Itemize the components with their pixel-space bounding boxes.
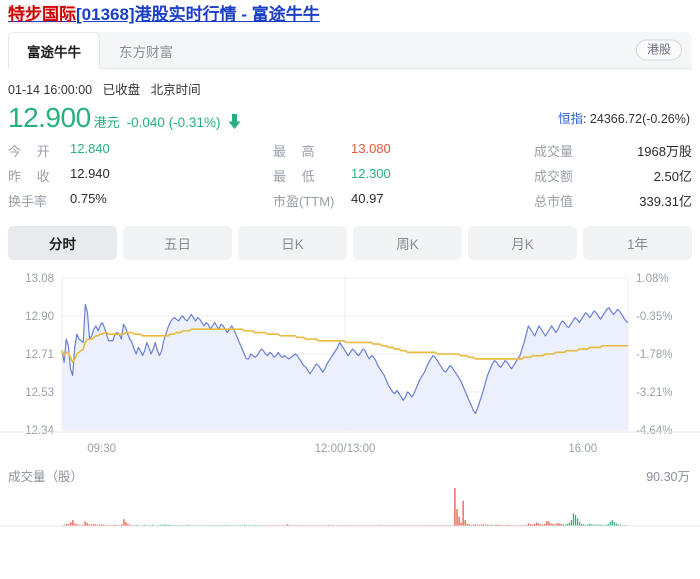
svg-text:1.08%: 1.08% [636, 273, 669, 285]
tab-eastmoney-label: 东方财富 [119, 44, 173, 60]
period-weekly[interactable]: 周K [353, 226, 462, 260]
price-block: 12.900 港元 -0.040 (-0.31%) 恒指: 24366.72(-0.… [8, 101, 700, 135]
period-intraday-label: 分时 [49, 237, 76, 252]
tab-futu-label: 富途牛牛 [27, 44, 81, 60]
period-monthly[interactable]: 月K [468, 226, 577, 260]
svg-text:12.71: 12.71 [25, 349, 54, 361]
source-tabbar: 富途牛牛 东方财富 港股 [8, 32, 692, 69]
svg-text:12.34: 12.34 [25, 425, 54, 437]
market-badge: 港股 [635, 39, 682, 61]
stat-value-prevclose: 12.940 [70, 166, 110, 181]
svg-text:-4.64%: -4.64% [636, 425, 672, 437]
period-5day-label: 五日 [164, 237, 191, 252]
stat-label-turnrate: 换手率 [8, 194, 48, 209]
period-buttons: 分时 五日 日K 周K 月K 1年 [8, 226, 692, 260]
svg-text:16:00: 16:00 [568, 443, 597, 455]
svg-text:-3.21%: -3.21% [636, 387, 672, 399]
svg-text:12.53: 12.53 [25, 387, 54, 399]
quote-stats-grid: 今 开 12.840 最 高 13.080 成交量 1968万股 昨 收 12.… [8, 141, 692, 210]
svg-text:12.90: 12.90 [25, 311, 54, 323]
volume-header: 成交量（股） 90.30万 [8, 466, 692, 484]
svg-text:13.08: 13.08 [25, 273, 54, 285]
tab-eastmoney[interactable]: 东方财富 [100, 32, 192, 68]
svg-text:-1.78%: -1.78% [636, 349, 672, 361]
stat-value-volume: 1968万股 [637, 144, 692, 159]
last-price: 12.900 [8, 102, 91, 133]
stat-value-pe: 40.97 [351, 191, 384, 206]
stat-value-turnrate: 0.75% [70, 191, 107, 206]
quote-timezone: 北京时间 [150, 83, 201, 97]
period-weekly-label: 周K [396, 237, 419, 252]
price-change: -0.040 (-0.31%) [126, 115, 221, 130]
price-currency: 港元 [93, 115, 120, 130]
period-1year[interactable]: 1年 [583, 226, 692, 260]
svg-text:12:00/13:00: 12:00/13:00 [315, 443, 376, 455]
stat-value-turnover: 2.50亿 [653, 169, 692, 184]
arrow-down-icon [228, 114, 241, 134]
price-chart-svg: 13.08 1.08% 12.90 -0.35% 12.71 -1.78% 12.53 -3.… [0, 273, 700, 455]
period-1year-label: 1年 [626, 237, 648, 252]
volume-chart[interactable] [0, 484, 700, 530]
quote-datetime: 01-14 16:00:00 [8, 83, 93, 97]
period-intraday[interactable]: 分时 [8, 226, 117, 260]
period-daily-label: 日K [281, 237, 304, 252]
stat-label-pe: 市盈(TTM) [273, 194, 335, 209]
stat-label-mktcap: 总市值 [534, 194, 574, 209]
stat-label-turnover: 成交额 [534, 169, 574, 184]
title-link[interactable]: 特步国际[01368]港股实时行情 - 富途牛牛 [8, 4, 320, 26]
svg-text:-0.35%: -0.35% [636, 311, 672, 323]
stat-value-open: 12.840 [70, 141, 110, 156]
hsi-index-quote[interactable]: 恒指: 24366.72(-0.26%) [558, 108, 690, 127]
quote-timestamp: 01-14 16:00:00 已收盘 北京时间 [8, 79, 700, 98]
volume-max-label: 90.30万 [646, 470, 690, 484]
hsi-index-value: : 24366.72(-0.26%) [582, 112, 690, 126]
stat-value-high: 13.080 [351, 141, 391, 156]
tab-futu[interactable]: 富途牛牛 [8, 32, 100, 69]
stat-value-mktcap: 339.31亿 [639, 194, 692, 209]
period-monthly-label: 月K [511, 237, 534, 252]
stat-label-volume: 成交量 [534, 144, 574, 159]
stat-value-low: 12.300 [351, 166, 391, 181]
title-rest: [01368]港股实时行情 - 富途牛牛 [76, 5, 320, 24]
volume-chart-svg [0, 488, 700, 527]
title-highlight: 特步国际 [8, 5, 76, 24]
stat-label-high: 最 高 [273, 144, 321, 159]
quote-status: 已收盘 [102, 83, 141, 97]
period-5day[interactable]: 五日 [123, 226, 232, 260]
hsi-index-name: 恒指 [557, 112, 583, 126]
stat-label-prevclose: 昨 收 [8, 169, 56, 184]
volume-title: 成交量（股） [8, 470, 84, 484]
period-daily[interactable]: 日K [238, 226, 347, 260]
intraday-chart[interactable]: 13.08 1.08% 12.90 -0.35% 12.71 -1.78% 12.53 -3.… [0, 270, 700, 460]
stat-label-low: 最 低 [273, 169, 321, 184]
stat-label-open: 今 开 [8, 144, 56, 159]
svg-text:09:30: 09:30 [87, 443, 116, 455]
page-title: 特步国际[01368]港股实时行情 - 富途牛牛 [0, 0, 700, 26]
